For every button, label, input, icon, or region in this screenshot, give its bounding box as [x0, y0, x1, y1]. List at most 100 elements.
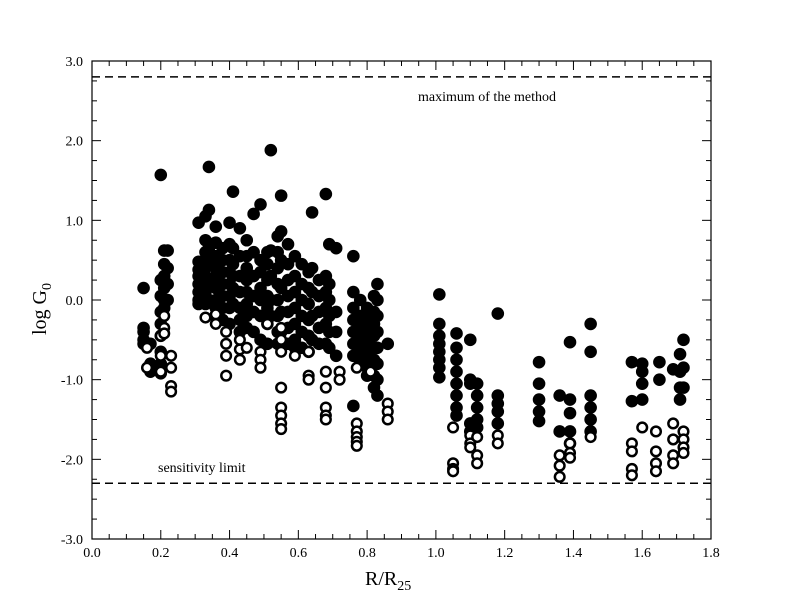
filled-point	[625, 355, 639, 369]
filled-point	[288, 269, 302, 283]
filled-point	[433, 317, 446, 331]
open-point	[636, 421, 649, 434]
filled-point	[584, 317, 597, 331]
open-point	[350, 361, 363, 374]
filled-point	[305, 261, 319, 275]
open-point	[667, 457, 680, 470]
filled-point	[433, 288, 446, 301]
x-axis-title-subscript: 25	[397, 579, 411, 594]
open-point	[319, 381, 332, 394]
open-point	[275, 321, 288, 334]
filled-point	[563, 406, 577, 420]
x-tick-label: 0.8	[358, 546, 376, 561]
filled-point	[264, 143, 278, 157]
filled-point	[247, 207, 260, 221]
open-point	[233, 353, 246, 366]
open-point	[220, 369, 233, 382]
filled-point	[371, 277, 384, 291]
filled-point	[450, 377, 463, 390]
filled-point	[450, 389, 463, 402]
filled-point	[450, 341, 463, 355]
filled-point	[247, 245, 260, 259]
filled-point	[202, 160, 216, 174]
open-point	[209, 317, 222, 330]
open-point	[563, 451, 577, 464]
filled-point	[463, 333, 477, 347]
filled-point	[288, 285, 302, 299]
y-tick-label: -1.0	[61, 374, 83, 389]
filled-point	[322, 277, 336, 291]
filled-point	[347, 249, 360, 263]
filled-point	[450, 409, 463, 422]
filled-point	[584, 389, 597, 402]
open-point	[220, 325, 233, 338]
open-point	[447, 421, 460, 434]
filled-point	[353, 293, 367, 307]
x-tick-label: 1.0	[427, 546, 445, 561]
open-point	[199, 311, 212, 324]
filled-point	[470, 401, 484, 414]
filled-point	[677, 381, 690, 394]
filled-point	[264, 269, 278, 283]
sensitivity-label: sensitivity limit	[158, 461, 246, 476]
x-tick-label: 1.6	[633, 546, 651, 561]
open-point	[158, 327, 171, 340]
y-axis-title: log G0	[29, 283, 55, 335]
filled-point	[322, 341, 336, 355]
open-point	[584, 430, 597, 444]
filled-point	[288, 317, 302, 331]
filled-point	[302, 297, 315, 311]
open-point	[364, 365, 377, 378]
filled-point	[226, 185, 240, 198]
filled-point	[371, 325, 384, 339]
filled-point	[653, 355, 666, 369]
open-point	[302, 373, 315, 386]
filled-point	[491, 405, 505, 418]
y-tick-label: -2.0	[61, 453, 83, 468]
open-point	[275, 381, 288, 394]
filled-point	[677, 333, 690, 347]
filled-point	[371, 293, 384, 307]
open-point	[491, 437, 504, 450]
filled-point	[161, 293, 174, 307]
filled-point	[635, 377, 649, 390]
open-point	[649, 425, 663, 438]
filled-point	[371, 389, 384, 402]
filled-point	[450, 353, 463, 367]
open-point	[140, 341, 154, 354]
open-point	[158, 309, 171, 322]
filled-point	[233, 222, 247, 235]
open-point	[333, 373, 346, 386]
x-axis-title: R/R25	[365, 568, 411, 594]
y-axis-title-group: log G0	[29, 283, 55, 335]
filled-point	[584, 401, 597, 414]
filled-point	[625, 394, 639, 408]
open-point	[553, 449, 566, 462]
filled-point	[274, 281, 288, 295]
filled-point	[240, 233, 254, 247]
x-axis-title-main: R/R	[365, 568, 398, 590]
open-point	[154, 365, 167, 378]
filled-point	[347, 399, 360, 413]
filled-point	[161, 277, 174, 291]
open-point	[302, 345, 315, 358]
open-point	[275, 333, 288, 346]
filled-point	[329, 325, 343, 339]
filled-point	[563, 335, 577, 349]
filled-point	[677, 361, 690, 375]
open-point	[209, 308, 222, 321]
filled-point	[673, 347, 687, 361]
filled-point	[347, 285, 360, 299]
filled-point	[653, 373, 666, 386]
open-point	[553, 459, 566, 472]
filled-point	[288, 301, 302, 315]
filled-point	[563, 425, 577, 438]
open-point	[319, 413, 332, 426]
open-point	[154, 349, 167, 362]
open-point	[319, 365, 332, 378]
open-point	[261, 317, 274, 330]
open-point	[220, 337, 233, 350]
x-tick-label: 0.2	[152, 546, 170, 561]
filled-point	[371, 373, 384, 386]
